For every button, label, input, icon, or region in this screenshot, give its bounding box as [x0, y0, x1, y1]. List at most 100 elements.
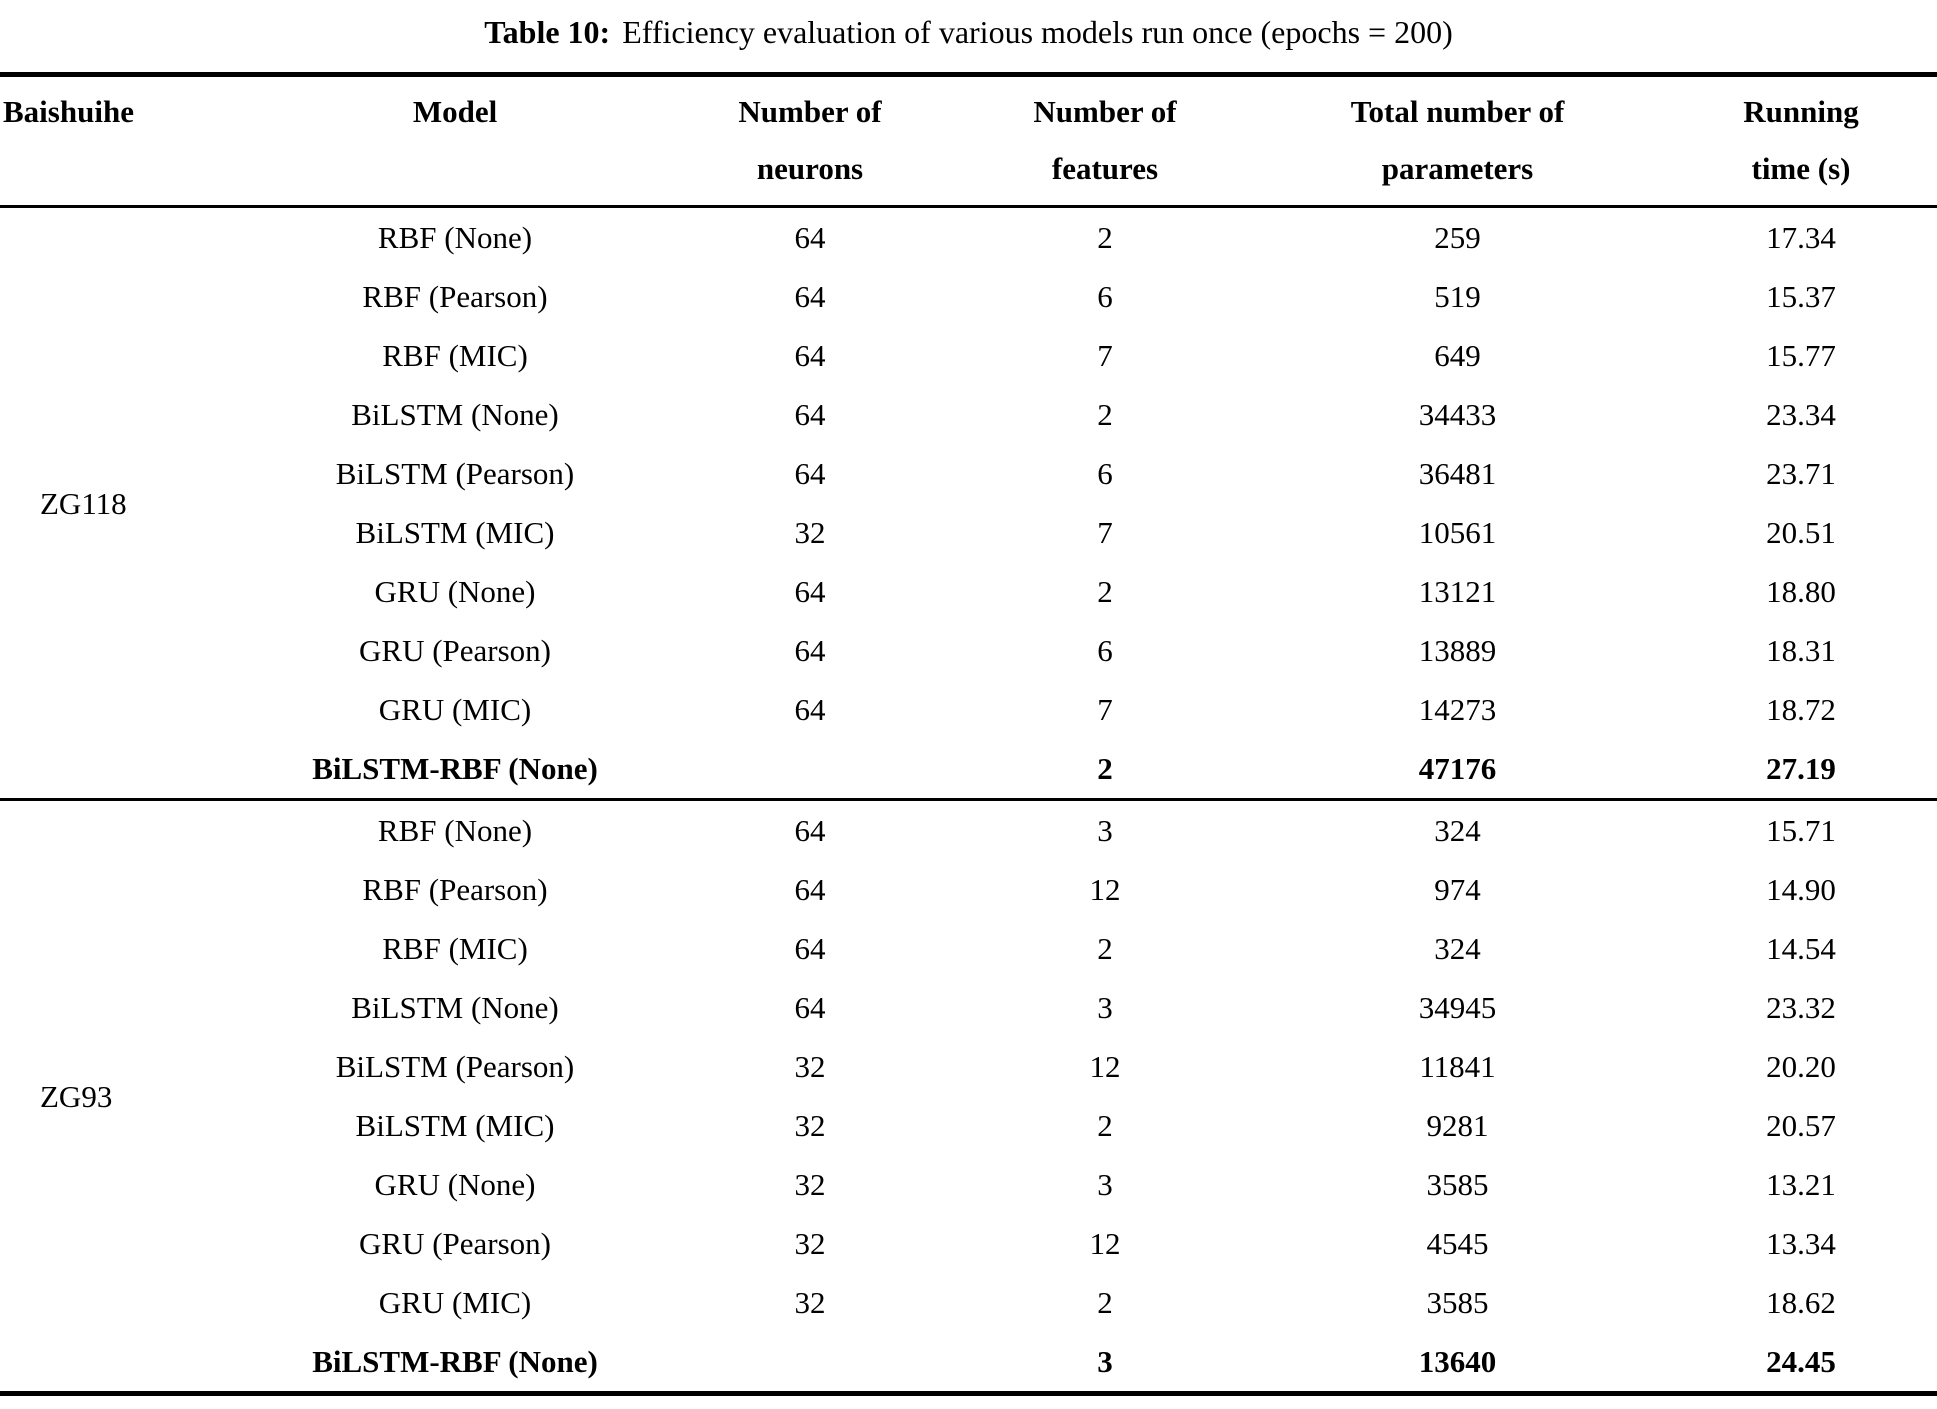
- neurons-cell: 64: [794, 397, 826, 432]
- time-cell: 23.71: [1766, 456, 1836, 491]
- column-header-model: Model: [250, 74, 660, 208]
- time-cell: 13.21: [1766, 1167, 1836, 1202]
- model-cell: RBF (Pearson): [362, 872, 548, 907]
- neurons-cell: 64: [794, 279, 826, 314]
- table-row: BiLSTM (None) 64 2 34433 23.34: [0, 385, 1937, 444]
- features-cell: 2: [1097, 397, 1113, 432]
- neurons-cell: 64: [794, 456, 826, 491]
- neurons-cell: 64: [794, 813, 826, 848]
- table-row: BiLSTM-RBF (None) 3 13640 24.45: [0, 1332, 1937, 1394]
- column-header-total-number-of-parameters: Total number of parameters: [1250, 74, 1665, 208]
- time-cell: 15.77: [1766, 338, 1836, 373]
- neurons-cell: 32: [794, 1049, 826, 1084]
- table-row: GRU (MIC) 64 7 14273 18.72: [0, 680, 1937, 739]
- parameters-cell: 14273: [1418, 692, 1497, 727]
- column-header-baishuihe: Baishuihe: [0, 74, 250, 208]
- header-row: Baishuihe Model Number of neurons Number of f…: [0, 74, 1937, 208]
- table-row: RBF (MIC) 64 2 324 14.54: [0, 919, 1937, 978]
- parameters-cell: 13121: [1418, 574, 1497, 609]
- neurons-cell: 64: [794, 990, 826, 1025]
- features-cell: 3: [1097, 1344, 1113, 1379]
- header-line: time (s): [1751, 151, 1851, 186]
- table-row: ZG93 RBF (None) 64 3 324 15.71: [0, 800, 1937, 1114]
- model-cell: BiLSTM (MIC): [355, 1108, 555, 1143]
- table-row: GRU (None) 64 2 13121 18.80: [0, 562, 1937, 621]
- features-cell: 7: [1097, 515, 1113, 550]
- table-caption-text: Efficiency evaluation of various models …: [622, 14, 1453, 50]
- column-header-running-time-s: Running time (s): [1665, 74, 1937, 208]
- parameters-cell: 3585: [1426, 1167, 1489, 1202]
- features-cell: 7: [1097, 692, 1113, 727]
- table-row: RBF (Pearson) 64 12 974 14.90: [0, 860, 1937, 919]
- neurons-cell: 64: [794, 633, 826, 668]
- neurons-cell: 32: [794, 515, 826, 550]
- header-line: Number of: [1033, 94, 1177, 129]
- model-cell: GRU (Pearson): [359, 1226, 551, 1261]
- header-line: parameters: [1381, 151, 1534, 186]
- model-cell: GRU (MIC): [378, 692, 532, 727]
- header-line: Total number of: [1350, 94, 1565, 129]
- neurons-cell: 64: [794, 574, 826, 609]
- parameters-cell: 13640: [1418, 1344, 1497, 1379]
- neurons-cell: 64: [794, 220, 826, 255]
- header-line: Number of: [738, 94, 882, 129]
- parameters-cell: 4545: [1426, 1226, 1489, 1261]
- model-cell: BiLSTM-RBF (None): [312, 751, 598, 786]
- features-cell: 12: [1089, 872, 1121, 907]
- table-row: GRU (Pearson) 64 6 13889 18.31: [0, 621, 1937, 680]
- time-cell: 23.34: [1766, 397, 1836, 432]
- time-cell: 18.62: [1766, 1285, 1836, 1320]
- features-cell: 2: [1097, 220, 1113, 255]
- parameters-cell: 974: [1434, 872, 1481, 907]
- table-row: BiLSTM-RBF (None) 2 47176 27.19: [0, 739, 1937, 800]
- group-zg93: ZG93 RBF (None) 64 3 324 15.71 RBF (Pearson) 64…: [0, 799, 1937, 1394]
- neurons-cell: 32: [794, 1108, 826, 1143]
- parameters-cell: 36481: [1418, 456, 1497, 491]
- model-cell: RBF (Pearson): [362, 279, 548, 314]
- features-cell: 2: [1097, 1285, 1113, 1320]
- features-cell: 3: [1097, 990, 1113, 1025]
- neurons-cell: 32: [794, 1285, 826, 1320]
- neurons-cell: 64: [794, 692, 826, 727]
- header-line: features: [1051, 151, 1159, 186]
- time-cell: 14.54: [1766, 931, 1836, 966]
- table-row: BiLSTM (MIC) 32 7 10561 20.51: [0, 503, 1937, 562]
- time-cell: 15.37: [1766, 279, 1836, 314]
- features-cell: 6: [1097, 279, 1113, 314]
- group-zg118: ZG118 RBF (None) 64 2 259 17.34 RBF (Pearson) 6…: [0, 207, 1937, 800]
- parameters-cell: 10561: [1418, 515, 1497, 550]
- table-row: BiLSTM (Pearson) 32 12 11841 20.20: [0, 1037, 1937, 1096]
- time-cell: 17.34: [1766, 220, 1836, 255]
- time-cell: 27.19: [1766, 751, 1836, 786]
- header-line: Model: [412, 94, 498, 129]
- neurons-cell: 64: [794, 338, 826, 373]
- table-row: GRU (Pearson) 32 12 4545 13.34: [0, 1214, 1937, 1273]
- time-cell: 13.34: [1766, 1226, 1836, 1261]
- model-cell: GRU (None): [374, 1167, 536, 1202]
- features-cell: 12: [1089, 1049, 1121, 1084]
- table-row: GRU (MIC) 32 2 3585 18.62: [0, 1273, 1937, 1332]
- time-cell: 20.20: [1766, 1049, 1836, 1084]
- model-cell: RBF (None): [377, 813, 533, 848]
- table-caption: Table 10: Efficiency evaluation of variou…: [0, 0, 1937, 54]
- table-row: BiLSTM (MIC) 32 2 9281 20.57: [0, 1096, 1937, 1155]
- features-cell: 6: [1097, 456, 1113, 491]
- features-cell: 2: [1097, 751, 1113, 786]
- efficiency-table: Baishuihe Model Number of neurons Number of f…: [0, 72, 1937, 1396]
- model-cell: GRU (None): [374, 574, 536, 609]
- parameters-cell: 3585: [1426, 1285, 1489, 1320]
- table-header: Baishuihe Model Number of neurons Number of f…: [0, 74, 1937, 208]
- parameters-cell: 519: [1434, 279, 1481, 314]
- table-row: BiLSTM (Pearson) 64 6 36481 23.71: [0, 444, 1937, 503]
- model-cell: RBF (MIC): [382, 338, 528, 373]
- table-row: GRU (None) 32 3 3585 13.21: [0, 1155, 1937, 1214]
- model-cell: RBF (None): [377, 220, 533, 255]
- parameters-cell: 11841: [1419, 1049, 1496, 1084]
- neurons-cell: 32: [794, 1167, 826, 1202]
- parameters-cell: 47176: [1418, 751, 1497, 786]
- features-cell: 2: [1097, 1108, 1113, 1143]
- column-header-number-of-neurons: Number of neurons: [660, 74, 960, 208]
- time-cell: 18.31: [1766, 633, 1836, 668]
- model-cell: GRU (Pearson): [359, 633, 551, 668]
- group-label-zg118: ZG118: [40, 485, 127, 521]
